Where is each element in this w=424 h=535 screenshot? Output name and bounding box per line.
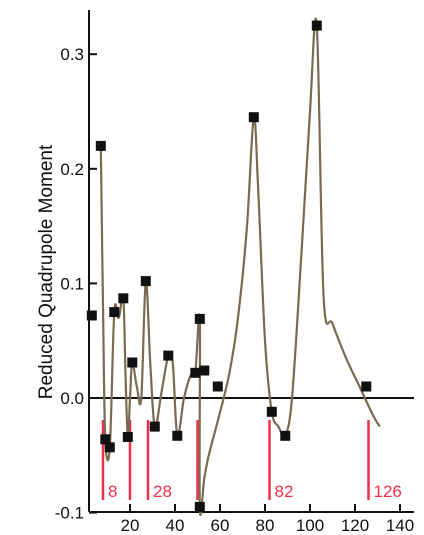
fit-curve [99,17,381,517]
y-axis-label: Reduced Quadrupole Moment [36,144,57,399]
magic-number-label: 82 [275,482,294,501]
x-tick-label: 100 [296,516,324,535]
y-tick-label: 0.0 [60,389,84,408]
data-point [361,381,372,392]
y-tick-label: 0.1 [60,274,84,293]
data-point [190,367,201,378]
x-tick-label: 20 [121,516,140,535]
data-point [140,276,151,287]
data-point [280,430,291,441]
magic-number-markers: 8 28 82 126 [101,420,402,501]
y-tick-label: -0.1 [55,504,84,523]
data-point [100,434,111,445]
x-tick-label: 80 [256,516,275,535]
x-tick-label: 60 [211,516,230,535]
magic-number-label: 28 [153,482,172,501]
data-point [122,432,133,442]
curve-path [99,17,381,517]
magic-number-label: 126 [374,482,402,501]
data-point [95,140,106,151]
data-point [86,310,97,321]
x-tick-label: 120 [341,516,369,535]
data-point [127,357,138,368]
data-point [266,406,277,417]
data-point [194,501,205,512]
data-point [163,350,174,361]
data-point [109,307,120,318]
data-point [172,430,183,441]
data-points [86,20,372,512]
data-point [118,293,129,304]
data-point [212,381,223,392]
magic-number-label: 8 [108,482,117,501]
data-point [311,20,322,31]
x-tick-label: 140 [386,516,414,535]
data-point [149,421,160,432]
data-point [199,365,210,376]
x-tick-label: 40 [166,516,185,535]
data-point [248,112,259,123]
data-point [104,442,115,453]
y-tick-label: 0.3 [60,45,84,64]
data-point [194,313,205,324]
y-tick-label: 0.2 [60,160,84,179]
axes: -0.1 0.0 0.1 0.2 0.3 20 40 60 80 100 120 140 [55,10,414,535]
